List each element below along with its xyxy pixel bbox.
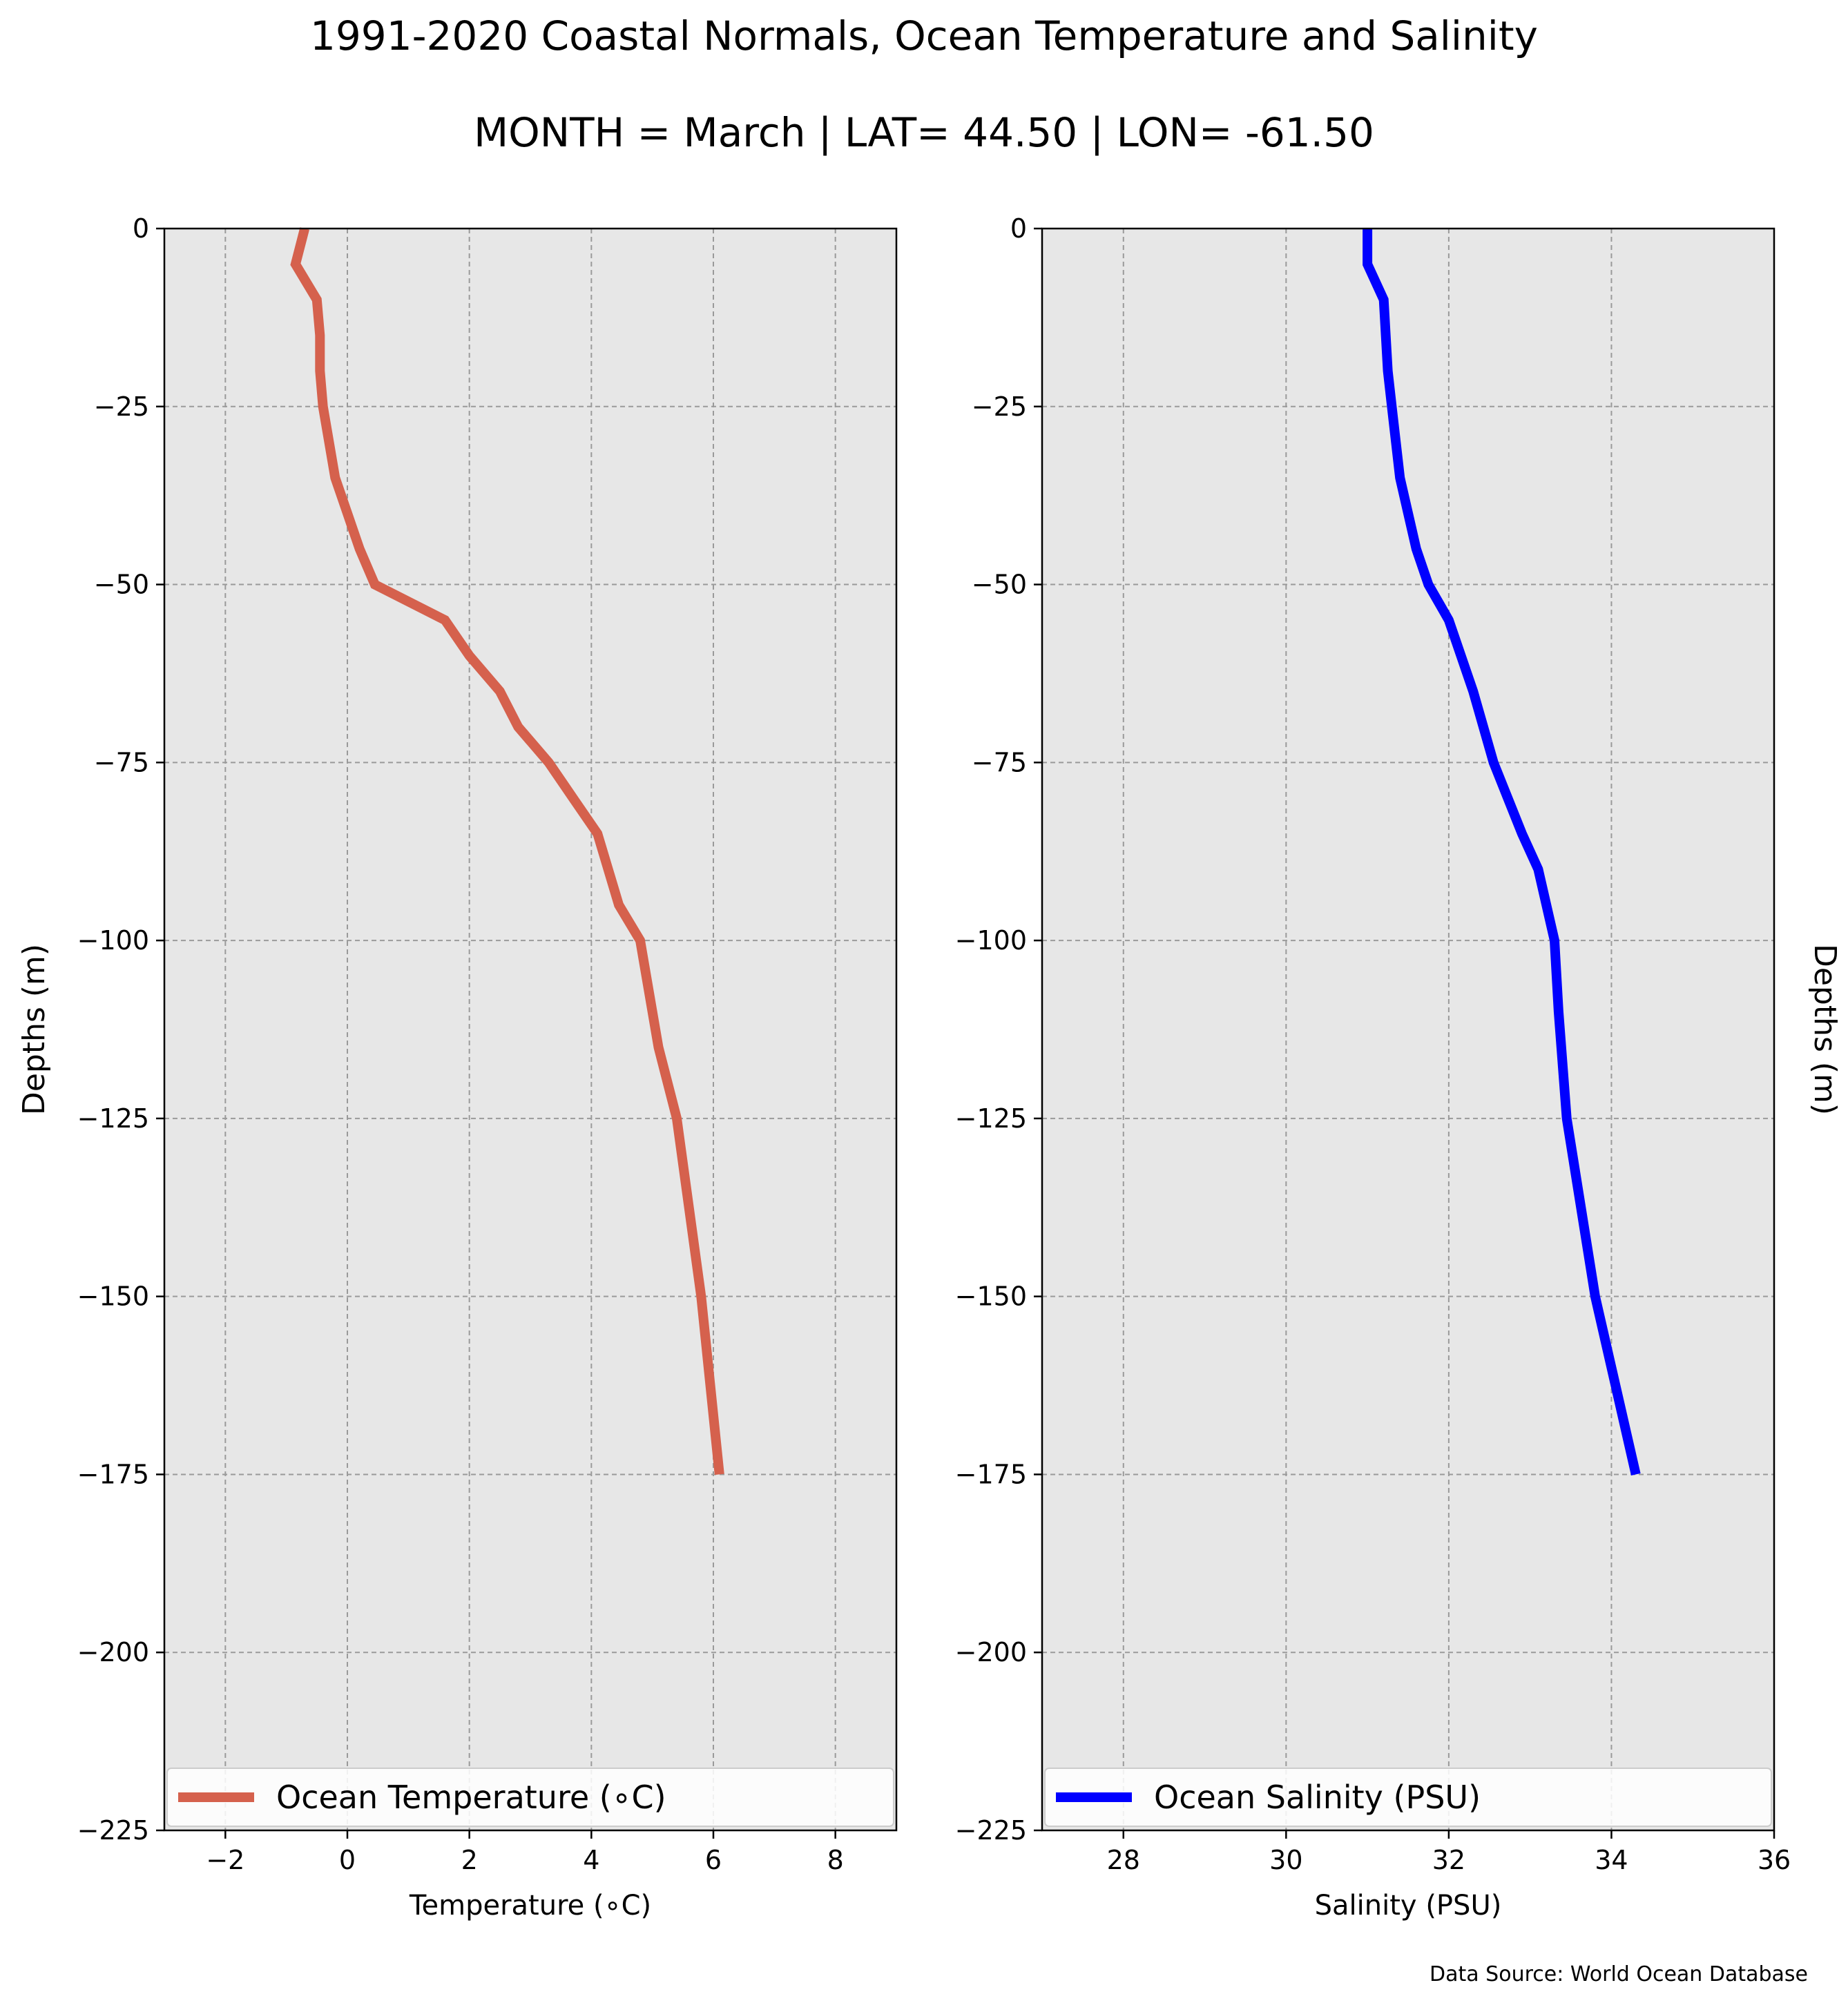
salinity-y-axis-label: Depths (m) [1807, 944, 1842, 1115]
salinity-plot-area [1042, 229, 1774, 1830]
salinity-x-axis-label: Salinity (PSU) [1315, 1890, 1502, 1922]
temperature-ytick-label: −225 [77, 1815, 149, 1846]
salinity-series-line [1363, 229, 1641, 1475]
salinity-xtick-label: 34 [1595, 1845, 1628, 1875]
temperature-xtick-label: −2 [206, 1845, 244, 1875]
salinity-ytick-label: −25 [972, 391, 1027, 422]
temperature-xtick-label: 0 [339, 1845, 356, 1875]
salinity-legend-label: Ocean Salinity (PSU) [1154, 1779, 1481, 1816]
temperature-series-line [290, 227, 724, 1475]
salinity-legend-box [1044, 1768, 1772, 1827]
temperature-ytick-label: −125 [77, 1103, 149, 1134]
figure-subtitle: MONTH = March | LAT= 44.50 | LON= -61.50 [474, 109, 1374, 156]
temperature-xtick-label: 2 [461, 1845, 478, 1875]
salinity-ytick-label: 0 [1010, 213, 1027, 244]
salinity-ytick-label: −125 [955, 1103, 1027, 1134]
temperature-ytick-label: −25 [94, 391, 149, 422]
temperature-plot-area [164, 229, 896, 1830]
salinity-ytick-label: −200 [955, 1637, 1027, 1667]
salinity-xtick-label: 30 [1269, 1845, 1302, 1875]
temperature-ytick-label: 0 [133, 213, 149, 244]
temperature-legend-box [166, 1768, 894, 1827]
temperature-legend-label: Ocean Temperature (∘C) [276, 1779, 666, 1816]
data-source-note: Data Source: World Ocean Database [1430, 1962, 1808, 1986]
salinity-xtick-label: 32 [1432, 1845, 1465, 1875]
temperature-ytick-label: −150 [77, 1281, 149, 1312]
salinity-axes-frame [1041, 227, 1775, 1832]
salinity-ytick-label: −150 [955, 1281, 1027, 1312]
temperature-y-axis-label: Depths (m) [17, 944, 52, 1115]
temperature-ytick-label: −75 [94, 747, 149, 777]
figure-title: 1991-2020 Coastal Normals, Ocean Tempera… [310, 12, 1538, 59]
salinity-xtick-label: 36 [1758, 1845, 1791, 1875]
salinity-xtick-label: 28 [1107, 1845, 1140, 1875]
salinity-ytick-label: −175 [955, 1459, 1027, 1489]
salinity-ytick-label: −75 [972, 747, 1027, 777]
temperature-xtick-label: 4 [583, 1845, 599, 1875]
temperature-axes-frame [163, 227, 898, 1832]
temperature-x-axis-label: Temperature (∘C) [409, 1890, 651, 1922]
temperature-ytick-label: −50 [94, 570, 149, 600]
temperature-ytick-label: −175 [77, 1459, 149, 1489]
temperature-ytick-label: −200 [77, 1637, 149, 1667]
salinity-ytick-label: −225 [955, 1815, 1027, 1846]
salinity-ytick-label: −100 [955, 925, 1027, 956]
temperature-xtick-label: 8 [827, 1845, 844, 1875]
temperature-xtick-label: 6 [705, 1845, 722, 1875]
temperature-ytick-label: −100 [77, 925, 149, 956]
salinity-ytick-label: −50 [972, 570, 1027, 600]
